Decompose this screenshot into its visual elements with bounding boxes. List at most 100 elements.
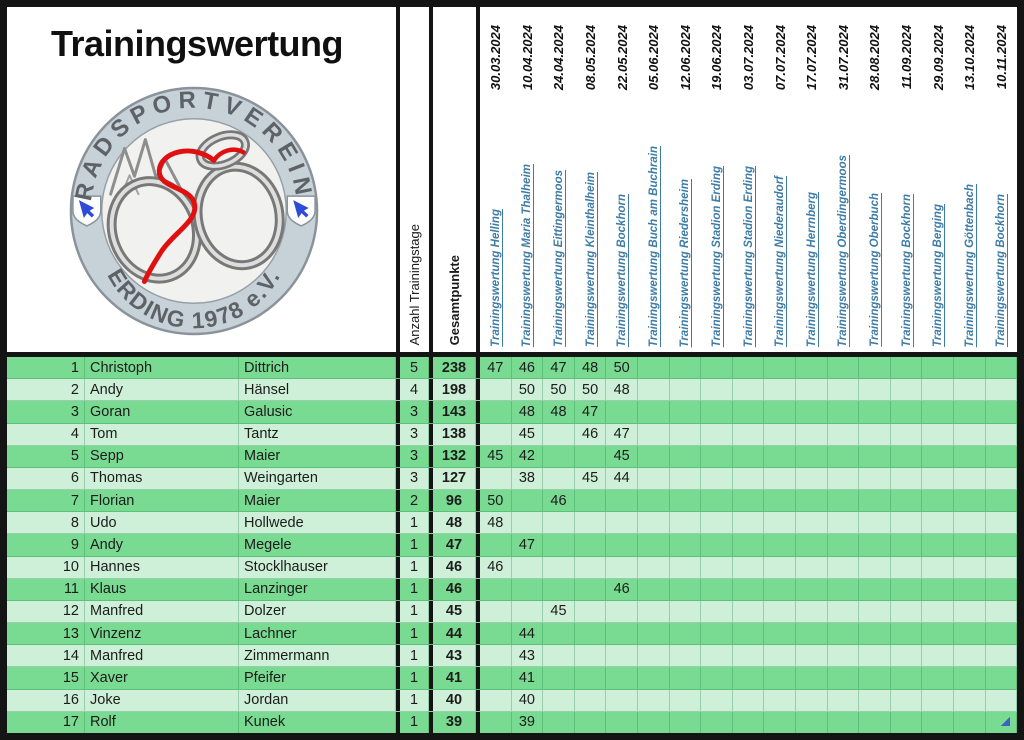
total-points-cell: 238 (433, 357, 476, 379)
column-divider (429, 600, 433, 623)
score-cell (701, 490, 733, 512)
event-link[interactable]: Trainingswertung Bockhorn (616, 193, 629, 347)
last-name-cell: Tantz (239, 423, 396, 445)
total-points-cell: 46 (433, 556, 476, 578)
table-row: 5 Sepp Maier 3 132 45 42 45 (7, 445, 1017, 468)
rank-cell: 5 (7, 445, 85, 467)
score-cell (512, 556, 544, 578)
score-cell (986, 534, 1017, 556)
column-divider (429, 357, 433, 379)
score-cell (670, 467, 702, 490)
score-cell (733, 423, 765, 445)
total-points-cell: 41 (433, 667, 476, 689)
event-date: 30.03.2024 (488, 25, 504, 91)
event-link[interactable]: Trainingswertung Berging (932, 204, 945, 347)
column-divider (429, 401, 433, 423)
score-cell (859, 623, 891, 645)
event-column-header: 10.11.2024 Trainingswertung Bockhorn (986, 7, 1018, 352)
event-link[interactable]: Trainingswertung Kleinthalheim (584, 172, 597, 347)
score-cell: 41 (512, 667, 544, 689)
score-cell (480, 600, 512, 623)
score-cell (796, 711, 828, 733)
event-link[interactable]: Trainingswertung Niederaudorf (774, 175, 787, 347)
score-cell (480, 379, 512, 401)
score-cell (733, 667, 765, 689)
score-cell (733, 645, 765, 667)
score-cell (638, 490, 670, 512)
score-cell (733, 357, 765, 379)
total-points-cell: 127 (433, 467, 476, 490)
score-cell (828, 711, 860, 733)
training-days-cell: 1 (400, 534, 429, 556)
score-cell (986, 689, 1017, 711)
event-link[interactable]: Trainingswertung Stadion Erding (710, 165, 723, 347)
event-column-header: 22.05.2024 Trainingswertung Bockhorn (606, 7, 638, 352)
event-link[interactable]: Trainingswertung Helling (489, 209, 502, 347)
event-column-header: 24.04.2024 Trainingswertung Eittingermoos (543, 7, 575, 352)
event-link[interactable]: Trainingswertung Bockhorn (995, 193, 1008, 347)
event-link[interactable]: Trainingswertung Eittingermoos (552, 170, 565, 347)
first-name-cell: Xaver (85, 667, 239, 689)
column-divider (476, 7, 480, 352)
score-cell (922, 578, 954, 600)
score-cell (733, 490, 765, 512)
last-name-cell: Maier (239, 490, 396, 512)
training-days-cell: 2 (400, 490, 429, 512)
event-date: 05.06.2024 (646, 25, 662, 91)
score-cell (701, 357, 733, 379)
score-cell (986, 423, 1017, 445)
score-cell (701, 512, 733, 534)
first-name-cell: Rolf (85, 711, 239, 733)
event-link[interactable]: Trainingswertung Oberbuch (868, 193, 881, 347)
total-points-cell: 143 (433, 401, 476, 423)
event-link[interactable]: Trainingswertung Herrnberg (805, 191, 818, 347)
first-name-cell: Manfred (85, 600, 239, 623)
last-name-cell: Kunek (239, 711, 396, 733)
training-days-column-header: Anzahl Trainingstage (400, 7, 429, 352)
page-title: Trainingswertung (51, 23, 344, 64)
training-days-cell: 1 (400, 645, 429, 667)
score-cell (543, 623, 575, 645)
score-cell (638, 578, 670, 600)
score-cell (986, 578, 1017, 600)
score-cell (828, 534, 860, 556)
score-cell (606, 556, 638, 578)
score-cell (701, 556, 733, 578)
event-link[interactable]: Trainingswertung Riedersheim (679, 178, 692, 348)
score-cell (954, 379, 986, 401)
event-link[interactable]: Trainingswertung Göttenbach (963, 183, 976, 347)
score-cell (606, 689, 638, 711)
score-cell (543, 711, 575, 733)
column-divider (476, 711, 480, 733)
event-link[interactable]: Trainingswertung Maria Thalheim (521, 163, 534, 347)
column-divider (429, 556, 433, 578)
training-days-cell: 1 (400, 512, 429, 534)
score-cell (764, 512, 796, 534)
score-cell: 46 (606, 578, 638, 600)
event-link[interactable]: Trainingswertung Stadion Erding (742, 165, 755, 347)
score-cell (859, 556, 891, 578)
score-cell (638, 512, 670, 534)
column-divider (476, 600, 480, 623)
score-cell (606, 600, 638, 623)
column-divider (396, 357, 400, 379)
score-cell: 45 (606, 445, 638, 467)
score-cell (764, 711, 796, 733)
last-name-cell: Pfeifer (239, 667, 396, 689)
score-cell (543, 445, 575, 467)
score-cell (638, 357, 670, 379)
column-divider (429, 467, 433, 490)
event-link[interactable]: Trainingswertung Buch am Buchrain (647, 145, 660, 347)
score-cell (828, 445, 860, 467)
rank-cell: 14 (7, 645, 85, 667)
score-cell (606, 401, 638, 423)
event-link[interactable]: Trainingswertung Bockhorn (900, 193, 913, 347)
first-name-cell: Florian (85, 490, 239, 512)
event-link[interactable]: Trainingswertung Oberdingermoos (837, 154, 850, 347)
score-cell (575, 711, 607, 733)
first-name-cell: Andy (85, 534, 239, 556)
column-divider (476, 401, 480, 423)
score-cell (859, 645, 891, 667)
score-cell (701, 667, 733, 689)
